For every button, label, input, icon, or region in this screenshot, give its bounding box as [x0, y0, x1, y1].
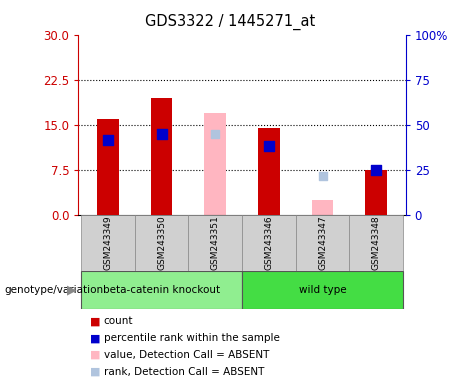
Bar	[151, 98, 172, 215]
Text: beta-catenin knockout: beta-catenin knockout	[103, 285, 220, 295]
Bar	[296, 215, 349, 271]
Bar	[135, 215, 189, 271]
Text: GDS3322 / 1445271_at: GDS3322 / 1445271_at	[145, 13, 316, 30]
Text: count: count	[104, 316, 133, 326]
Bar	[242, 271, 403, 309]
Point	[212, 131, 219, 137]
Text: GSM243347: GSM243347	[318, 215, 327, 270]
Bar	[242, 215, 296, 271]
Text: wild type: wild type	[299, 285, 346, 295]
Text: genotype/variation: genotype/variation	[5, 285, 104, 295]
Bar	[189, 215, 242, 271]
Bar	[312, 200, 333, 215]
Point	[104, 137, 112, 143]
Text: ▶: ▶	[67, 283, 76, 296]
Bar	[81, 271, 242, 309]
Text: GSM243349: GSM243349	[103, 215, 112, 270]
Bar	[81, 215, 135, 271]
Text: GSM243351: GSM243351	[211, 215, 220, 270]
Bar	[205, 113, 226, 215]
Point	[319, 173, 326, 179]
Text: value, Detection Call = ABSENT: value, Detection Call = ABSENT	[104, 350, 269, 360]
Bar	[97, 119, 118, 215]
Text: rank, Detection Call = ABSENT: rank, Detection Call = ABSENT	[104, 367, 264, 377]
Text: ■: ■	[90, 316, 100, 326]
Bar	[366, 170, 387, 215]
Point	[372, 167, 380, 173]
Text: percentile rank within the sample: percentile rank within the sample	[104, 333, 280, 343]
Point	[265, 143, 272, 149]
Bar	[349, 215, 403, 271]
Bar	[258, 128, 279, 215]
Text: GSM243346: GSM243346	[264, 215, 273, 270]
Text: ■: ■	[90, 333, 100, 343]
Text: GSM243350: GSM243350	[157, 215, 166, 270]
Text: ■: ■	[90, 350, 100, 360]
Point	[158, 131, 165, 137]
Text: GSM243348: GSM243348	[372, 215, 381, 270]
Text: ■: ■	[90, 367, 100, 377]
